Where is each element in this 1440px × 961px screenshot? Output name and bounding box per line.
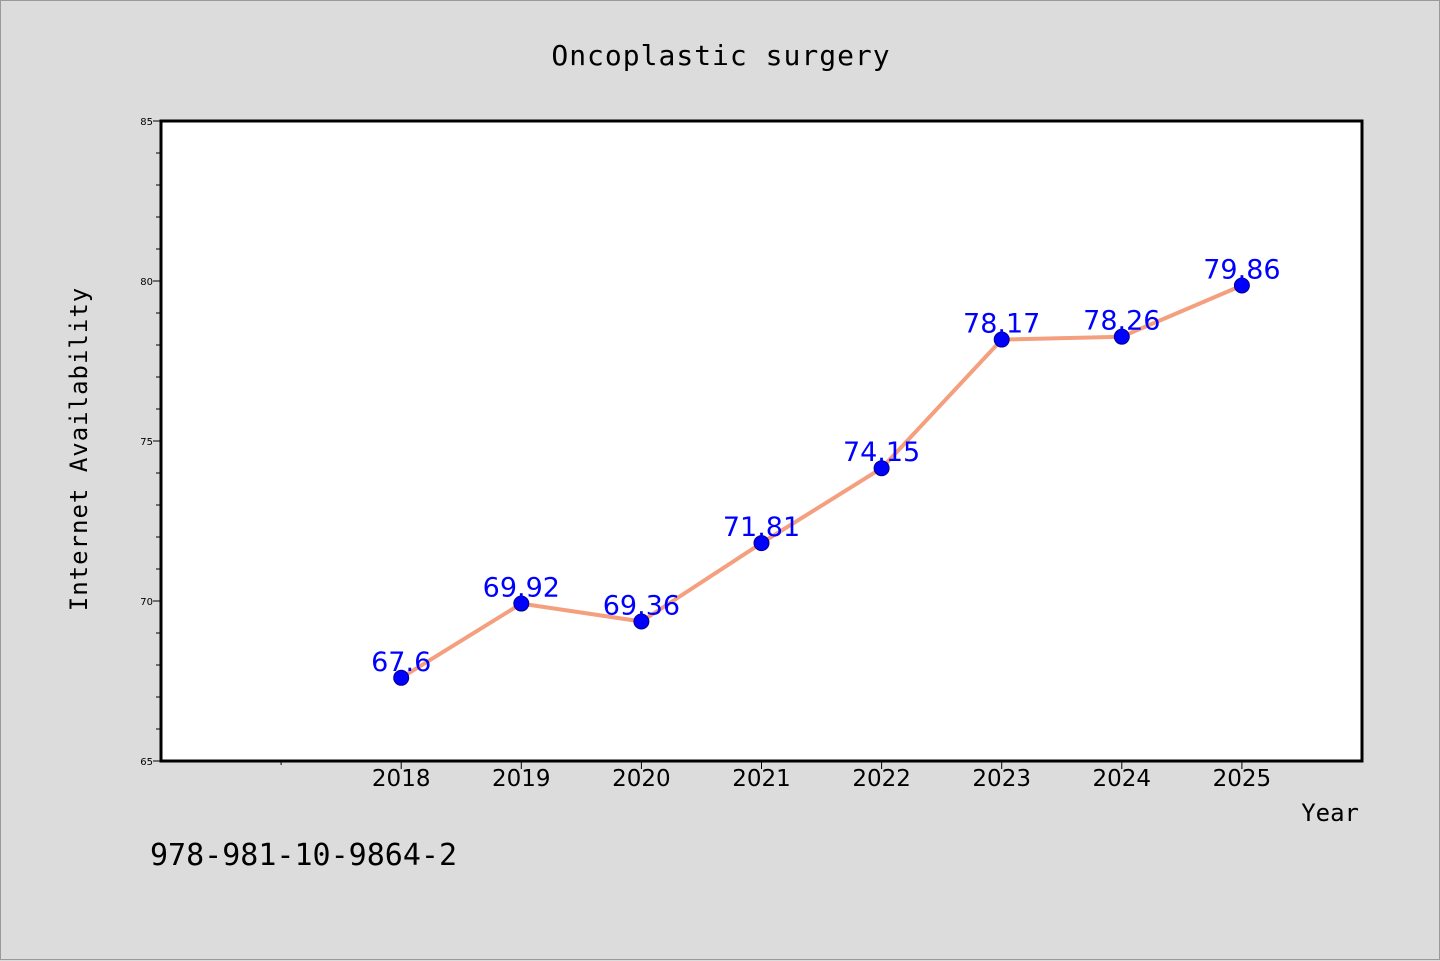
y-axis-ticks: 65 70 75 80 85 [140,117,161,768]
data-point [513,595,530,612]
data-point [993,331,1010,348]
x-tick-label: 2022 [852,766,911,792]
x-tick-label: 2024 [1093,766,1152,792]
x-tick-label: 2023 [972,766,1031,792]
x-tick-label: 2020 [612,766,671,792]
series-line [399,283,1244,680]
footer-text: 978-981-10-9864-2 [150,838,457,873]
data-label: 79.86 [1203,254,1280,285]
x-tick-label: 2018 [372,766,431,792]
chart-title: Oncoplastic surgery [551,39,890,72]
x-axis-label: Year [1301,799,1359,827]
data-label: 78.26 [1083,306,1160,337]
series-layer: 67.6 69.92 69.36 71.81 74.15 78.17 78.26 79.86 [371,254,1281,686]
data-point [393,669,410,686]
data-point [1113,328,1130,345]
x-tick-label: 2025 [1213,766,1272,792]
x-tick-label: 2021 [732,766,791,792]
data-label: 74.15 [843,437,920,468]
x-axis-ticks: 2018 2019 2020 2021 2022 2023 2024 2025 [280,761,1272,792]
plot-area [159,119,1364,763]
data-point [1233,277,1250,294]
y-tick-label: 85 [140,117,153,128]
data-point [633,613,650,630]
x-tick-label: 2019 [492,766,551,792]
y-axis-label: Internet Availability [65,287,93,611]
data-label: 71.81 [723,512,800,543]
data-point [873,460,890,477]
y-tick-label: 75 [140,437,153,448]
y-tick-label: 80 [140,277,153,288]
data-label: 69.36 [603,590,680,621]
data-label: 78.17 [963,309,1040,340]
data-label: 69.92 [483,573,560,604]
y-tick-label: 65 [140,757,153,768]
y-tick-label: 70 [140,597,153,608]
data-point [753,535,770,552]
data-label: 67.6 [371,647,431,678]
